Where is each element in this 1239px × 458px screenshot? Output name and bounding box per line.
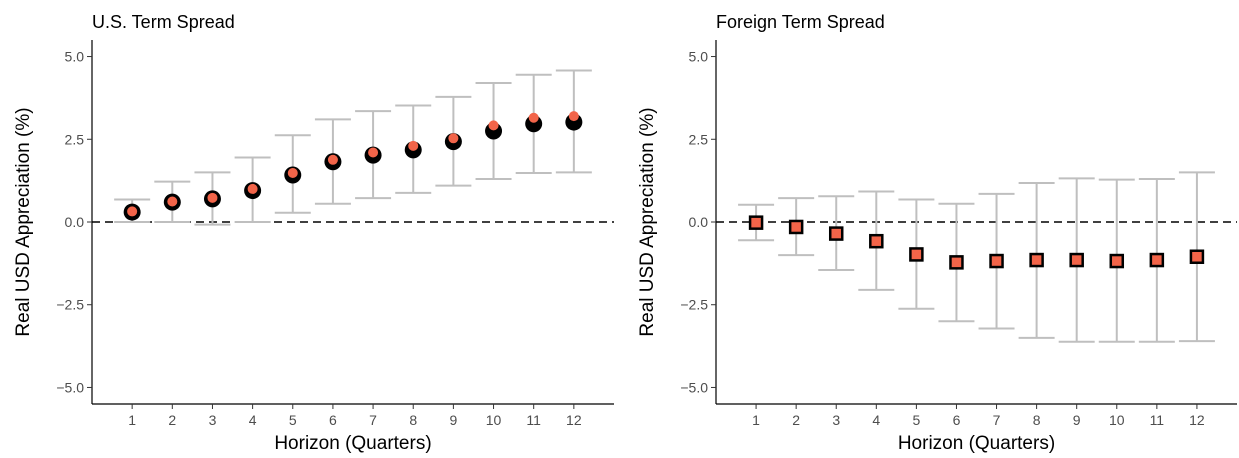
y-tick-label: −2.5 — [680, 297, 708, 313]
y-tick-label: 0.0 — [689, 214, 709, 230]
x-tick-label: 7 — [369, 412, 377, 428]
point-red — [568, 111, 579, 122]
panel-title-us: U.S. Term Spread — [92, 12, 235, 32]
x-tick-label: 2 — [168, 412, 176, 428]
x-tick-label: 1 — [128, 412, 136, 428]
x-tick-label: 4 — [872, 412, 880, 428]
y-tick-label: 5.0 — [65, 49, 85, 65]
point-red — [247, 183, 258, 194]
x-tick-label: 11 — [1150, 412, 1165, 428]
point-square — [828, 226, 844, 241]
point-square — [748, 215, 764, 230]
point-square — [909, 247, 924, 262]
y-tick-label: −5.0 — [680, 379, 708, 395]
point-square — [989, 253, 1004, 269]
point-square — [949, 255, 964, 270]
point-red — [488, 120, 499, 131]
x-tick-label: 12 — [1189, 412, 1205, 428]
point-square — [1149, 252, 1165, 268]
point-red — [528, 112, 539, 123]
point-square — [788, 219, 804, 235]
y-tick-label: 2.5 — [65, 131, 85, 147]
x-tick-label: 8 — [1033, 412, 1041, 428]
point-red — [287, 168, 298, 179]
x-tick-label: 3 — [209, 412, 217, 428]
y-axis-label: Real USD Appreciation (%) — [13, 107, 34, 336]
point-square — [1069, 252, 1084, 268]
x-tick-label: 4 — [249, 412, 257, 428]
point-red — [127, 206, 138, 217]
point-square — [1029, 252, 1044, 268]
x-tick-label: 12 — [566, 412, 582, 428]
x-tick-label: 3 — [832, 412, 840, 428]
point-red — [448, 133, 459, 144]
point-red — [368, 147, 379, 158]
y-tick-label: 2.5 — [689, 131, 709, 147]
x-axis-label: Horizon (Quarters) — [274, 433, 431, 454]
y-tick-label: −2.5 — [56, 297, 84, 313]
x-tick-label: 7 — [993, 412, 1001, 428]
point-square — [1109, 253, 1125, 269]
y-tick-label: 0.0 — [65, 214, 85, 230]
panel-foreign: −5.0−2.50.02.55.01 2 3 4 5 6 7 8 9 10 11 12Horizon … — [637, 40, 1237, 454]
x-tick-label: 5 — [912, 412, 920, 428]
x-tick-label: 11 — [526, 412, 541, 428]
x-tick-label: 10 — [486, 412, 502, 428]
x-tick-label: 9 — [449, 412, 457, 428]
point-square — [869, 233, 884, 249]
y-axis-label: Real USD Appreciation (%) — [637, 107, 658, 336]
x-tick-label: 1 — [752, 412, 760, 428]
x-tick-label: 6 — [953, 412, 961, 428]
x-tick-label: 8 — [409, 412, 417, 428]
point-red — [167, 196, 178, 207]
point-red — [207, 192, 218, 203]
point-red — [408, 140, 419, 151]
x-tick-label: 10 — [1109, 412, 1125, 428]
y-tick-label: 5.0 — [689, 49, 709, 65]
point-square — [1189, 249, 1205, 264]
point-red — [327, 154, 338, 165]
x-tick-label: 2 — [792, 412, 800, 428]
x-tick-label: 6 — [329, 412, 337, 428]
x-axis-label: Horizon (Quarters) — [898, 433, 1055, 454]
x-tick-label: 9 — [1073, 412, 1081, 428]
panel-us: −5.0−2.50.02.55.01 2 3 4 5 6 7 8 9 10 11 12Horizon … — [13, 40, 614, 454]
x-tick-label: 5 — [289, 412, 297, 428]
panel-title-foreign: Foreign Term Spread — [716, 12, 885, 32]
y-tick-label: −5.0 — [56, 379, 84, 395]
